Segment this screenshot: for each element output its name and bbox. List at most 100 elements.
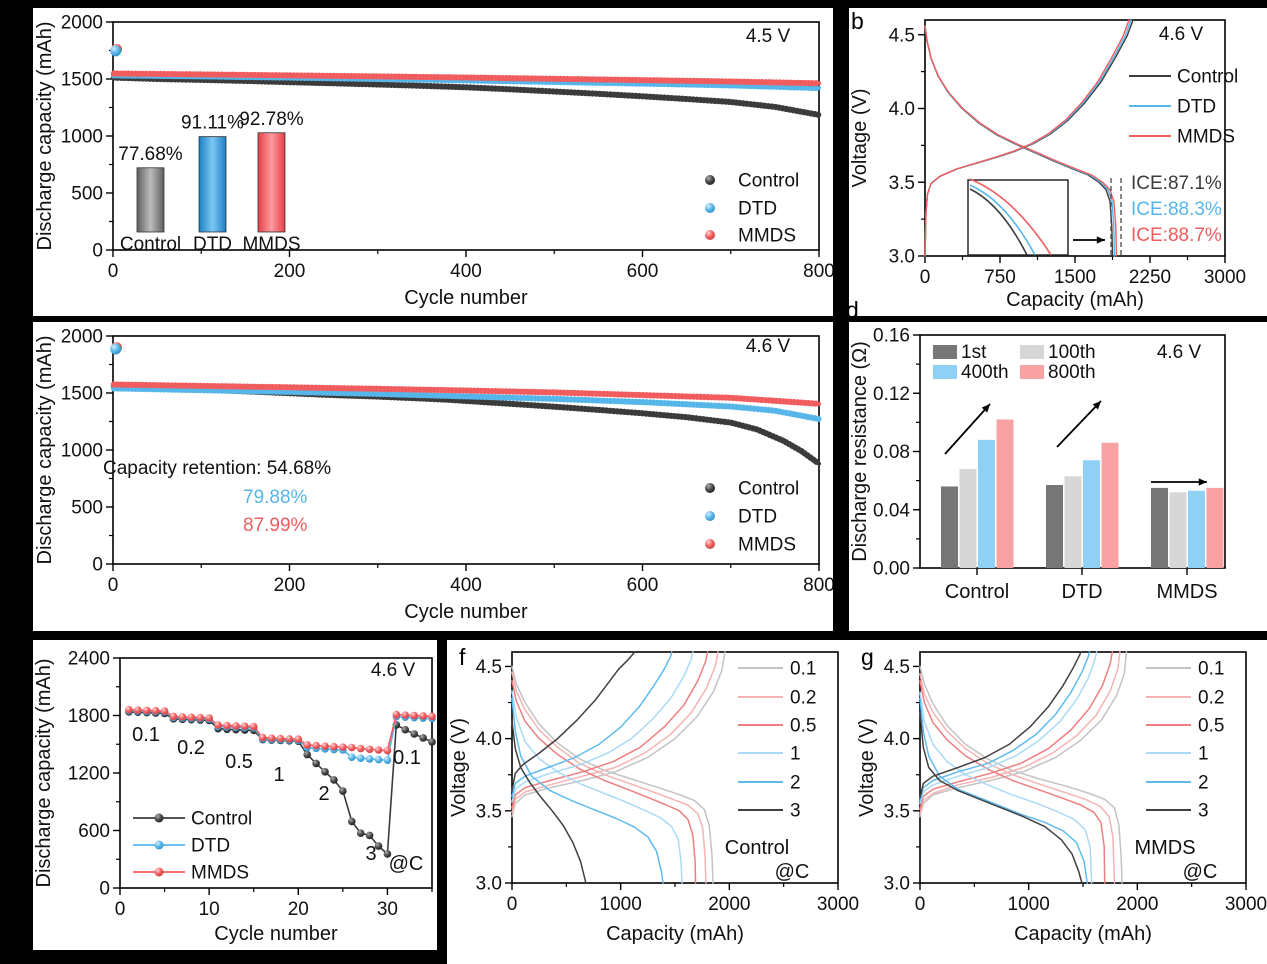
- y-tick-label: 3.0: [889, 247, 915, 268]
- legend-swatch: [933, 365, 957, 379]
- legend-label: 0.2: [1198, 688, 1224, 709]
- data-point-mmds: [205, 714, 213, 722]
- data-point-mmds: [125, 705, 133, 714]
- legend-label: DTD: [738, 199, 777, 220]
- bar-400th: [1083, 460, 1100, 568]
- y-tick-label: 0.08: [873, 442, 910, 463]
- x-axis-title: Capacity (mAh): [606, 923, 744, 945]
- y-tick-label: 3.5: [476, 801, 502, 822]
- panel-b: 0 750 1500 2250 3000 3.0 3.5 4.0 4.5 Capacity (mA…: [849, 8, 1267, 316]
- x-tick-label: 0: [507, 894, 518, 915]
- data-point-control: [428, 738, 436, 746]
- bar-100th: [959, 468, 977, 568]
- x-tick-label: 10: [199, 899, 220, 920]
- inset-bar-category: DTD: [193, 234, 232, 255]
- y-tick-label: 1000: [61, 127, 103, 148]
- legend-label: 0.1: [790, 659, 816, 680]
- data-point-mmds: [356, 744, 365, 753]
- x-tick-label: 3000: [1225, 894, 1267, 915]
- legend-label: 1st: [961, 342, 987, 363]
- x-tick-label: 800: [803, 575, 833, 596]
- data-point-mmds: [374, 746, 383, 754]
- retention-mmds: 87.99%: [243, 515, 308, 536]
- voltage-annotation: 4.6 V: [371, 660, 416, 681]
- legend-label: 3: [790, 801, 801, 822]
- data-point-mmds: [142, 706, 151, 715]
- outlier-point: [110, 45, 122, 57]
- panel-e: 0 10 20 30 0 600 1200 1800 2400 Cycle number Disch…: [33, 640, 437, 950]
- y-tick-label: 1500: [61, 384, 103, 405]
- legend-label: 0.1: [1198, 659, 1224, 680]
- data-point-control: [339, 787, 347, 795]
- bar-100th: [1169, 492, 1187, 568]
- x-tick-label: 0: [108, 575, 119, 596]
- inset-bar-category: Control: [120, 234, 181, 255]
- rate-label: 3: [365, 843, 376, 865]
- y-axis-title: Voltage (V): [856, 718, 878, 817]
- x-tick-label: 400: [450, 261, 482, 282]
- y-axis-title: Discharge capacity (mAh): [34, 22, 56, 251]
- bar-1st: [941, 486, 958, 568]
- charge-1C: [511, 651, 694, 803]
- discharge-0.5C: [511, 680, 697, 884]
- data-point-control: [330, 776, 338, 784]
- y-tick-label: 4.5: [884, 657, 910, 678]
- charge-3C: [919, 651, 1082, 799]
- data-point-mmds: [383, 746, 392, 755]
- y-tick-label: 1500: [61, 70, 103, 91]
- inset-bar-value: 91.11%: [181, 113, 244, 134]
- x-tick-label: 1000: [600, 894, 642, 915]
- panel-d: 0.00 0.04 0.08 0.12 0.16 Discharge resistance…: [849, 322, 1267, 631]
- panel-f-g: 0 1000 2000 3000 3.0 3.5 4.0 4.5 Capacity (mAh) V…: [447, 640, 1267, 964]
- retention-dtd: 79.88%: [243, 487, 308, 508]
- discharge-0.5C: [919, 680, 1106, 884]
- trend-arrow: [1056, 400, 1102, 448]
- data-point-mmds: [294, 735, 303, 743]
- discharge-2C: [919, 697, 1089, 884]
- x-tick-label: 1000: [1008, 894, 1050, 915]
- discharge-0.1C: [511, 665, 714, 884]
- inset-bar: [257, 132, 286, 233]
- legend-marker: [705, 539, 715, 549]
- data-point-mmds: [241, 722, 249, 731]
- data-point-mmds: [330, 742, 338, 751]
- legend-label: 1: [790, 744, 801, 765]
- y-tick-label: 1000: [61, 441, 103, 462]
- series-control-dots: [110, 74, 823, 119]
- data-point-control: [321, 768, 329, 776]
- data-point-control: [347, 817, 356, 826]
- at-c-label: @C: [1183, 861, 1218, 883]
- x-tick-label: 600: [627, 261, 659, 282]
- legend-swatch: [1020, 365, 1044, 379]
- bar-400th: [1188, 490, 1205, 568]
- charge-0.1C: [919, 651, 1128, 818]
- discharge-0.2C: [511, 671, 707, 884]
- series-mmds-dots: [110, 381, 823, 407]
- discharge-3C: [511, 720, 587, 884]
- y-tick-label: 0.12: [873, 384, 910, 405]
- legend-label: 0.5: [1198, 716, 1224, 737]
- x-axis-title: Capacity (mAh): [1014, 923, 1152, 945]
- data-point-control: [374, 842, 383, 850]
- inset-bar: [198, 136, 227, 233]
- y-tick-label: 3.5: [889, 173, 915, 194]
- chart-e: 0 10 20 30 0 600 1200 1800 2400 Cycle number Disch…: [33, 649, 436, 945]
- panel-label-g: g: [861, 644, 874, 670]
- trend-arrow-head: [1092, 401, 1101, 410]
- inset-bar-value: 92.78%: [239, 109, 304, 130]
- y-tick-label: 3.5: [884, 801, 910, 822]
- x-tick-label: 30: [377, 899, 398, 920]
- y-tick-label: 0: [92, 555, 103, 576]
- legend-marker: [705, 230, 715, 240]
- bar-1st: [1046, 484, 1063, 568]
- discharge-1C: [919, 691, 1093, 884]
- panel-c: 0 200 400 600 800 0 500 1000 1500 2000 Cycle numbe…: [33, 322, 833, 631]
- y-tick-label: 0.04: [873, 500, 910, 521]
- legend-marker: [705, 203, 715, 213]
- data-point-mmds: [214, 721, 222, 729]
- x-tick-label: 3000: [1204, 267, 1246, 288]
- x-tick-label: 0: [108, 261, 119, 282]
- data-point-mmds: [419, 712, 427, 720]
- plot-box: [112, 335, 820, 565]
